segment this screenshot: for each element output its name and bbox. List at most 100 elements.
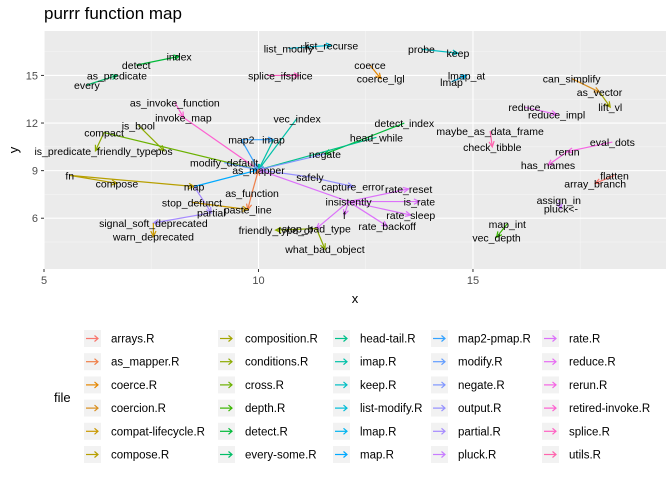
- legend-key-arrowhead: [343, 427, 348, 435]
- node-label: safely: [296, 172, 324, 184]
- edge-line: [558, 199, 562, 209]
- edge: [571, 78, 601, 93]
- legend-label: keep.R: [360, 380, 396, 392]
- node-label: can_simplify: [543, 74, 602, 86]
- edge: [342, 201, 350, 217]
- edge-line: [315, 228, 326, 250]
- edge-line: [599, 91, 611, 108]
- legend-key-arrowhead: [552, 404, 557, 412]
- legend-label: list-modify.R: [360, 403, 422, 415]
- legend-label: modify.R: [458, 357, 503, 369]
- edge-line: [174, 102, 184, 118]
- edge-layer: [69, 42, 615, 251]
- edge-arrowhead: [325, 42, 333, 49]
- x-axis-title: x: [352, 291, 359, 306]
- node-label: index: [167, 51, 193, 63]
- node-label: flatten: [600, 170, 629, 182]
- node-label: lmap_at: [448, 70, 485, 82]
- edge-arrowhead: [346, 182, 355, 189]
- edge-line: [348, 188, 409, 203]
- edge-arrowhead: [293, 72, 301, 79]
- edge-arrowhead: [550, 110, 558, 117]
- edge: [348, 198, 421, 205]
- edge: [191, 201, 250, 212]
- edge: [451, 74, 468, 83]
- legend-label: pluck.R: [458, 450, 496, 462]
- legend-label: depth.R: [245, 403, 285, 415]
- legend-label: detect.R: [245, 426, 288, 438]
- legend-title: file: [54, 390, 71, 405]
- node-label: what_bad_object: [284, 244, 364, 256]
- node-label: vec_depth: [472, 232, 521, 244]
- node-label: coerce_lgl: [357, 74, 405, 86]
- edge: [315, 228, 326, 251]
- legend-item: map2-pmap.R: [431, 330, 531, 347]
- edge-line: [275, 227, 317, 231]
- edge-arrowhead: [150, 230, 157, 238]
- edge: [348, 186, 410, 203]
- legend-key-arrowhead: [343, 358, 348, 366]
- y-tick-label: 6: [32, 213, 38, 225]
- edge: [94, 132, 105, 153]
- node-label: reduce: [508, 102, 540, 114]
- node-label: as_vector: [577, 87, 623, 99]
- legend-label: coerce.R: [111, 380, 157, 392]
- node-label: partial: [197, 208, 226, 220]
- plot-panel: [44, 31, 666, 269]
- edge-line: [258, 169, 349, 203]
- edge: [136, 54, 181, 66]
- node-label: as_invoke_function: [130, 97, 220, 109]
- legend-label: retired-invoke.R: [569, 403, 650, 415]
- legend-key-arrowhead: [441, 427, 446, 435]
- edge: [556, 199, 563, 211]
- legend-item: conditions.R: [218, 353, 308, 371]
- node-label: capture_error: [321, 181, 385, 193]
- grid-layer: [43, 31, 666, 269]
- legend-key-arrowhead: [343, 381, 348, 389]
- legend-label: coercion.R: [111, 403, 166, 415]
- legend-key-arrowhead: [228, 335, 233, 342]
- legend-label: every-some.R: [245, 450, 317, 462]
- node-label: as_mapper: [232, 165, 285, 177]
- node-label: list_recurse: [305, 40, 359, 52]
- axis-layer: 5 10 15 6 9 12 15: [26, 70, 479, 287]
- legend-item: depth.R: [218, 399, 285, 417]
- legend-label: map.R: [360, 450, 394, 462]
- node-label: stop_bad_type: [282, 224, 351, 236]
- edge-line: [183, 116, 259, 171]
- edge-arrowhead: [173, 54, 181, 61]
- node-label: check_tibble: [463, 142, 522, 154]
- y-tick-label: 15: [26, 70, 38, 82]
- legend-key-arrowhead: [441, 381, 446, 389]
- edge: [251, 168, 261, 194]
- legend-key-arrowhead: [441, 335, 446, 342]
- edge-line: [193, 186, 212, 214]
- node-label: is_rate: [404, 197, 436, 209]
- legend-label: utils.R: [569, 450, 601, 462]
- y-tick-label: 12: [26, 118, 38, 130]
- legend-label: arrays.R: [111, 334, 154, 346]
- edge-arrowhead: [110, 73, 119, 80]
- edge: [593, 174, 615, 185]
- legend-key-arrowhead: [441, 404, 446, 412]
- legend-item: splice.R: [542, 422, 610, 440]
- node-label: compose: [96, 178, 139, 190]
- edge: [599, 91, 612, 109]
- edge: [495, 223, 508, 239]
- node-label: detect_index: [375, 118, 435, 130]
- node-label: vec_index: [273, 113, 321, 125]
- edge-line: [258, 136, 377, 171]
- node-label: reduce_impl: [528, 109, 585, 121]
- node-label: keep: [447, 48, 470, 60]
- legend-item: partial.R: [431, 422, 501, 440]
- edge-line: [316, 201, 349, 229]
- legend-key-arrowhead: [94, 358, 99, 366]
- edge: [86, 73, 119, 86]
- edge: [288, 42, 333, 50]
- legend-key-arrowhead: [94, 404, 99, 412]
- edge: [546, 151, 568, 166]
- legend-item: composition.R: [218, 330, 318, 347]
- node-label: splice: [286, 70, 313, 82]
- legend-label: reduce.R: [569, 357, 616, 369]
